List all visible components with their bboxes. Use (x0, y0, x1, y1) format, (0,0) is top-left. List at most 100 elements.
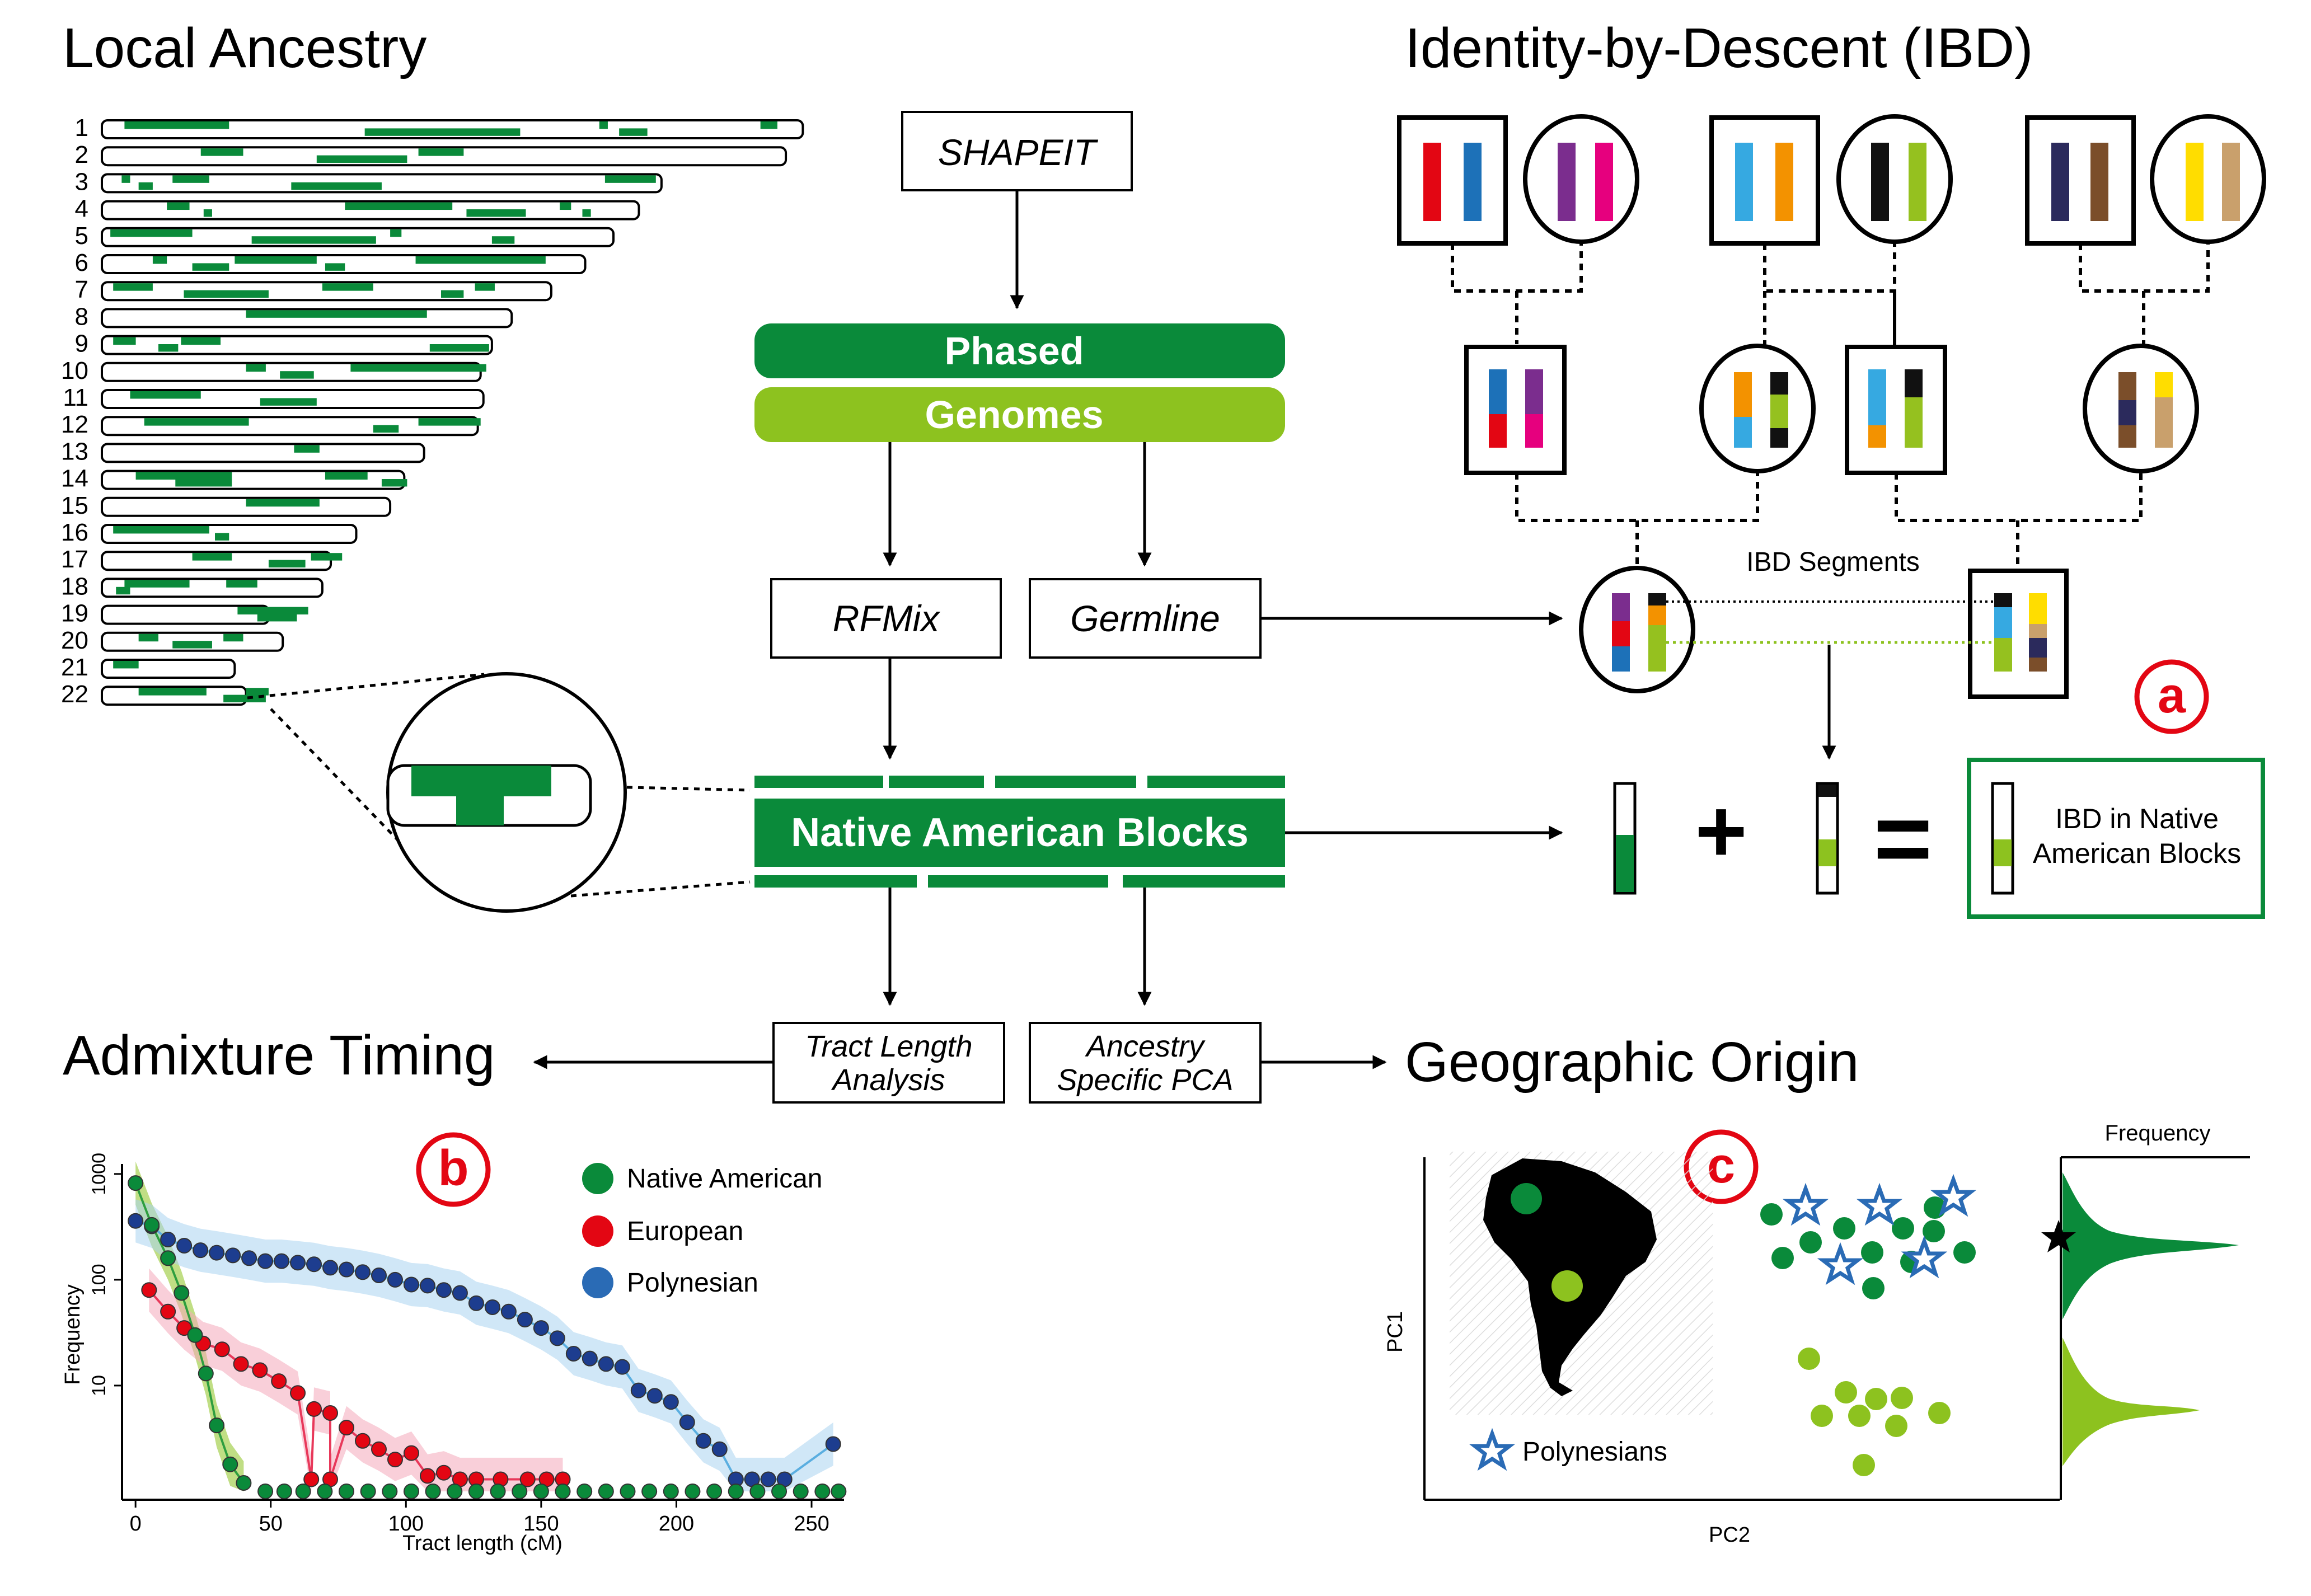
data-point (198, 1365, 214, 1382)
data-point (793, 1484, 809, 1499)
polynesians-legend: Polynesians (1469, 1428, 1667, 1471)
data-point (225, 1247, 241, 1264)
data-point (128, 1175, 144, 1191)
native-american-block (113, 661, 139, 669)
native-american-block (138, 633, 158, 642)
data-point (257, 1253, 274, 1269)
native-american-block (172, 175, 209, 183)
native-american-block (135, 472, 232, 480)
ibd-title: Identity-by-Descent (IBD) (1405, 17, 2033, 79)
native-american-block (475, 283, 495, 291)
chromosome-label: 2 (75, 141, 88, 168)
native-american-block (144, 418, 249, 426)
data-point (490, 1484, 506, 1499)
ancestry-pca-line2: Specific PCA (1057, 1063, 1233, 1097)
data-point (435, 1464, 452, 1481)
badge-b-label: b (438, 1140, 469, 1196)
native-american-block (415, 256, 546, 264)
data-point (209, 1417, 225, 1434)
data-point (144, 1217, 160, 1233)
data-point (565, 1346, 582, 1362)
sample-star-icon (2041, 1220, 2076, 1252)
data-point (419, 1468, 435, 1484)
data-point (322, 1260, 339, 1276)
data-point (706, 1484, 723, 1499)
native-american-block (560, 202, 571, 210)
ibd-segments-label: IBD Segments (1746, 547, 1919, 577)
admix-ylabel: Frequency (61, 1284, 85, 1385)
data-point (387, 1271, 403, 1288)
data-point (236, 1475, 252, 1491)
data-point (274, 1253, 290, 1269)
native-american-block (235, 256, 317, 264)
native-american-block (192, 263, 229, 271)
native-american-block (418, 148, 464, 156)
data-point (500, 1303, 517, 1320)
ibd-result-box (1967, 758, 2265, 919)
data-point (760, 1471, 776, 1487)
native-american-block (246, 499, 320, 507)
legend-polynesian-marker (582, 1267, 613, 1298)
tract-length-line1: Tract Length (805, 1030, 972, 1063)
ancestry-pca-box (1029, 1022, 1262, 1104)
native-density (2062, 1172, 2239, 1320)
shapeit-box (901, 111, 1133, 191)
native-american-block (130, 391, 201, 399)
admix-xlabel: Tract length (cM) (402, 1532, 562, 1555)
data-point (403, 1276, 419, 1293)
data-point (403, 1484, 419, 1499)
data-point (355, 1433, 371, 1449)
data-point (533, 1320, 549, 1336)
native-american-block (200, 148, 243, 156)
native-american-block (251, 236, 376, 244)
chromosome-label: 13 (61, 438, 88, 465)
data-point (711, 1441, 728, 1457)
data-point (582, 1350, 598, 1367)
chromosome-2 (101, 146, 787, 167)
flow-diagram: SHAPEIT Phased Genomes RFMix Germline Na… (533, 111, 1563, 1104)
native-american-block (152, 256, 167, 264)
polynesian-star-icon (1469, 1428, 1516, 1471)
rfmix-label: RFMix (833, 598, 941, 639)
native-american-block (246, 688, 269, 696)
chromosome-label: 15 (61, 492, 88, 519)
chromosome-label: 17 (61, 546, 88, 573)
chromosome-13 (101, 443, 425, 463)
data-point (322, 1405, 339, 1421)
chromosome-label: 20 (61, 627, 88, 654)
data-point (387, 1452, 403, 1468)
polynesian-stars (1782, 1173, 1977, 1285)
data-point (679, 1414, 695, 1430)
confidence-band (135, 1199, 833, 1491)
data-point (209, 1245, 225, 1261)
native-american-block (291, 182, 382, 190)
local-ancestry-title: Local Ancestry (63, 17, 426, 79)
native-american-block (124, 580, 190, 588)
chromosome-label: 8 (75, 303, 88, 330)
native-american-block (316, 155, 407, 163)
native-american-block (172, 641, 212, 649)
legend-european-marker (582, 1215, 613, 1247)
native-american-block (113, 337, 136, 345)
chromosome-label: 9 (75, 330, 88, 358)
native-american-block (158, 344, 179, 352)
ibd-result-line1: IBD in Native (2055, 803, 2219, 834)
phased-label: Phased (945, 329, 1084, 373)
data-point (598, 1484, 614, 1499)
tract-length-box (772, 1022, 1005, 1104)
germline-box (1029, 578, 1262, 659)
native-american-block (260, 398, 317, 406)
native-american-block (192, 553, 232, 561)
data-point (290, 1255, 306, 1271)
chromosome-label: 5 (75, 222, 88, 250)
data-point (257, 1484, 274, 1499)
native-american-block (237, 607, 308, 615)
data-point (295, 1484, 311, 1499)
native-american-block (364, 128, 521, 136)
native-american-block (599, 121, 608, 129)
andean-cluster (1798, 1348, 1951, 1476)
native-american-block (167, 202, 190, 210)
data-point (512, 1484, 528, 1499)
chromosome-label: 16 (61, 519, 88, 546)
